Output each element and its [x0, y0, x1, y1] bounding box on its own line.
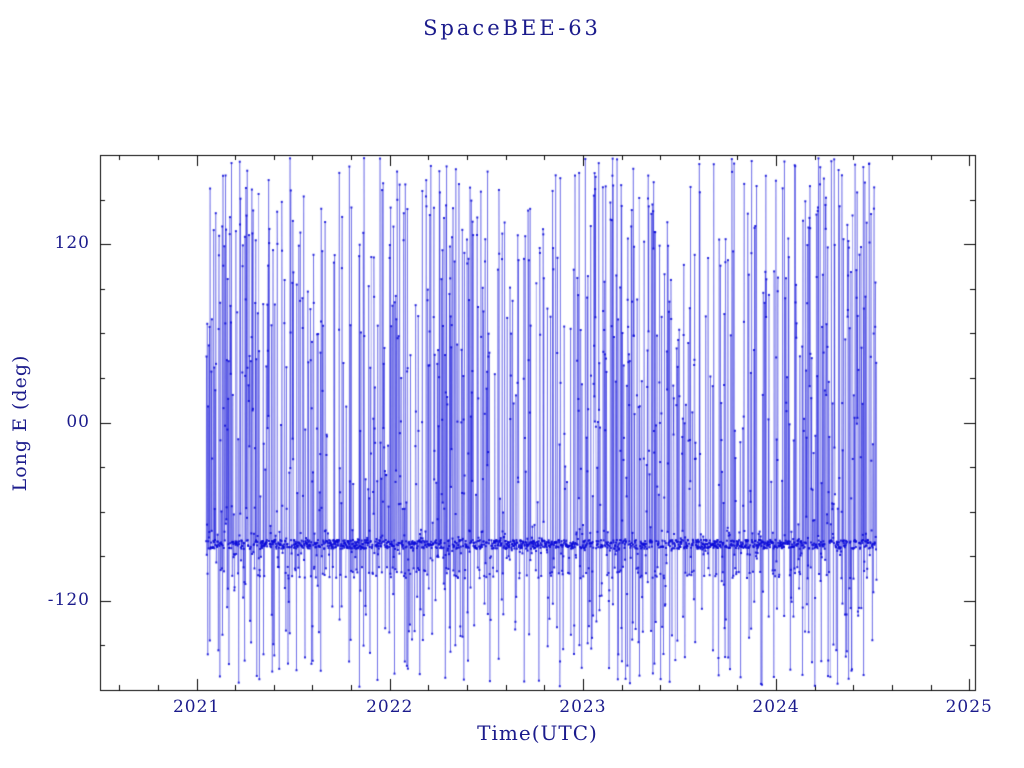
y-tick-label: -120: [47, 589, 90, 610]
x-tick-label: 2022: [366, 697, 414, 717]
x-tick-label: 2025: [945, 697, 993, 717]
chart-title: SpaceBEE-63: [423, 16, 601, 40]
x-tick-label: 2024: [752, 697, 800, 717]
x-tick-label: 2023: [559, 697, 607, 717]
x-tick-label: 2021: [172, 697, 221, 717]
y-tick-label: 120: [54, 233, 90, 254]
y-axis-label: Long E (deg): [9, 354, 31, 492]
x-axis-label: Time(UTC): [477, 721, 598, 745]
y-tick-label: 00: [66, 411, 90, 432]
